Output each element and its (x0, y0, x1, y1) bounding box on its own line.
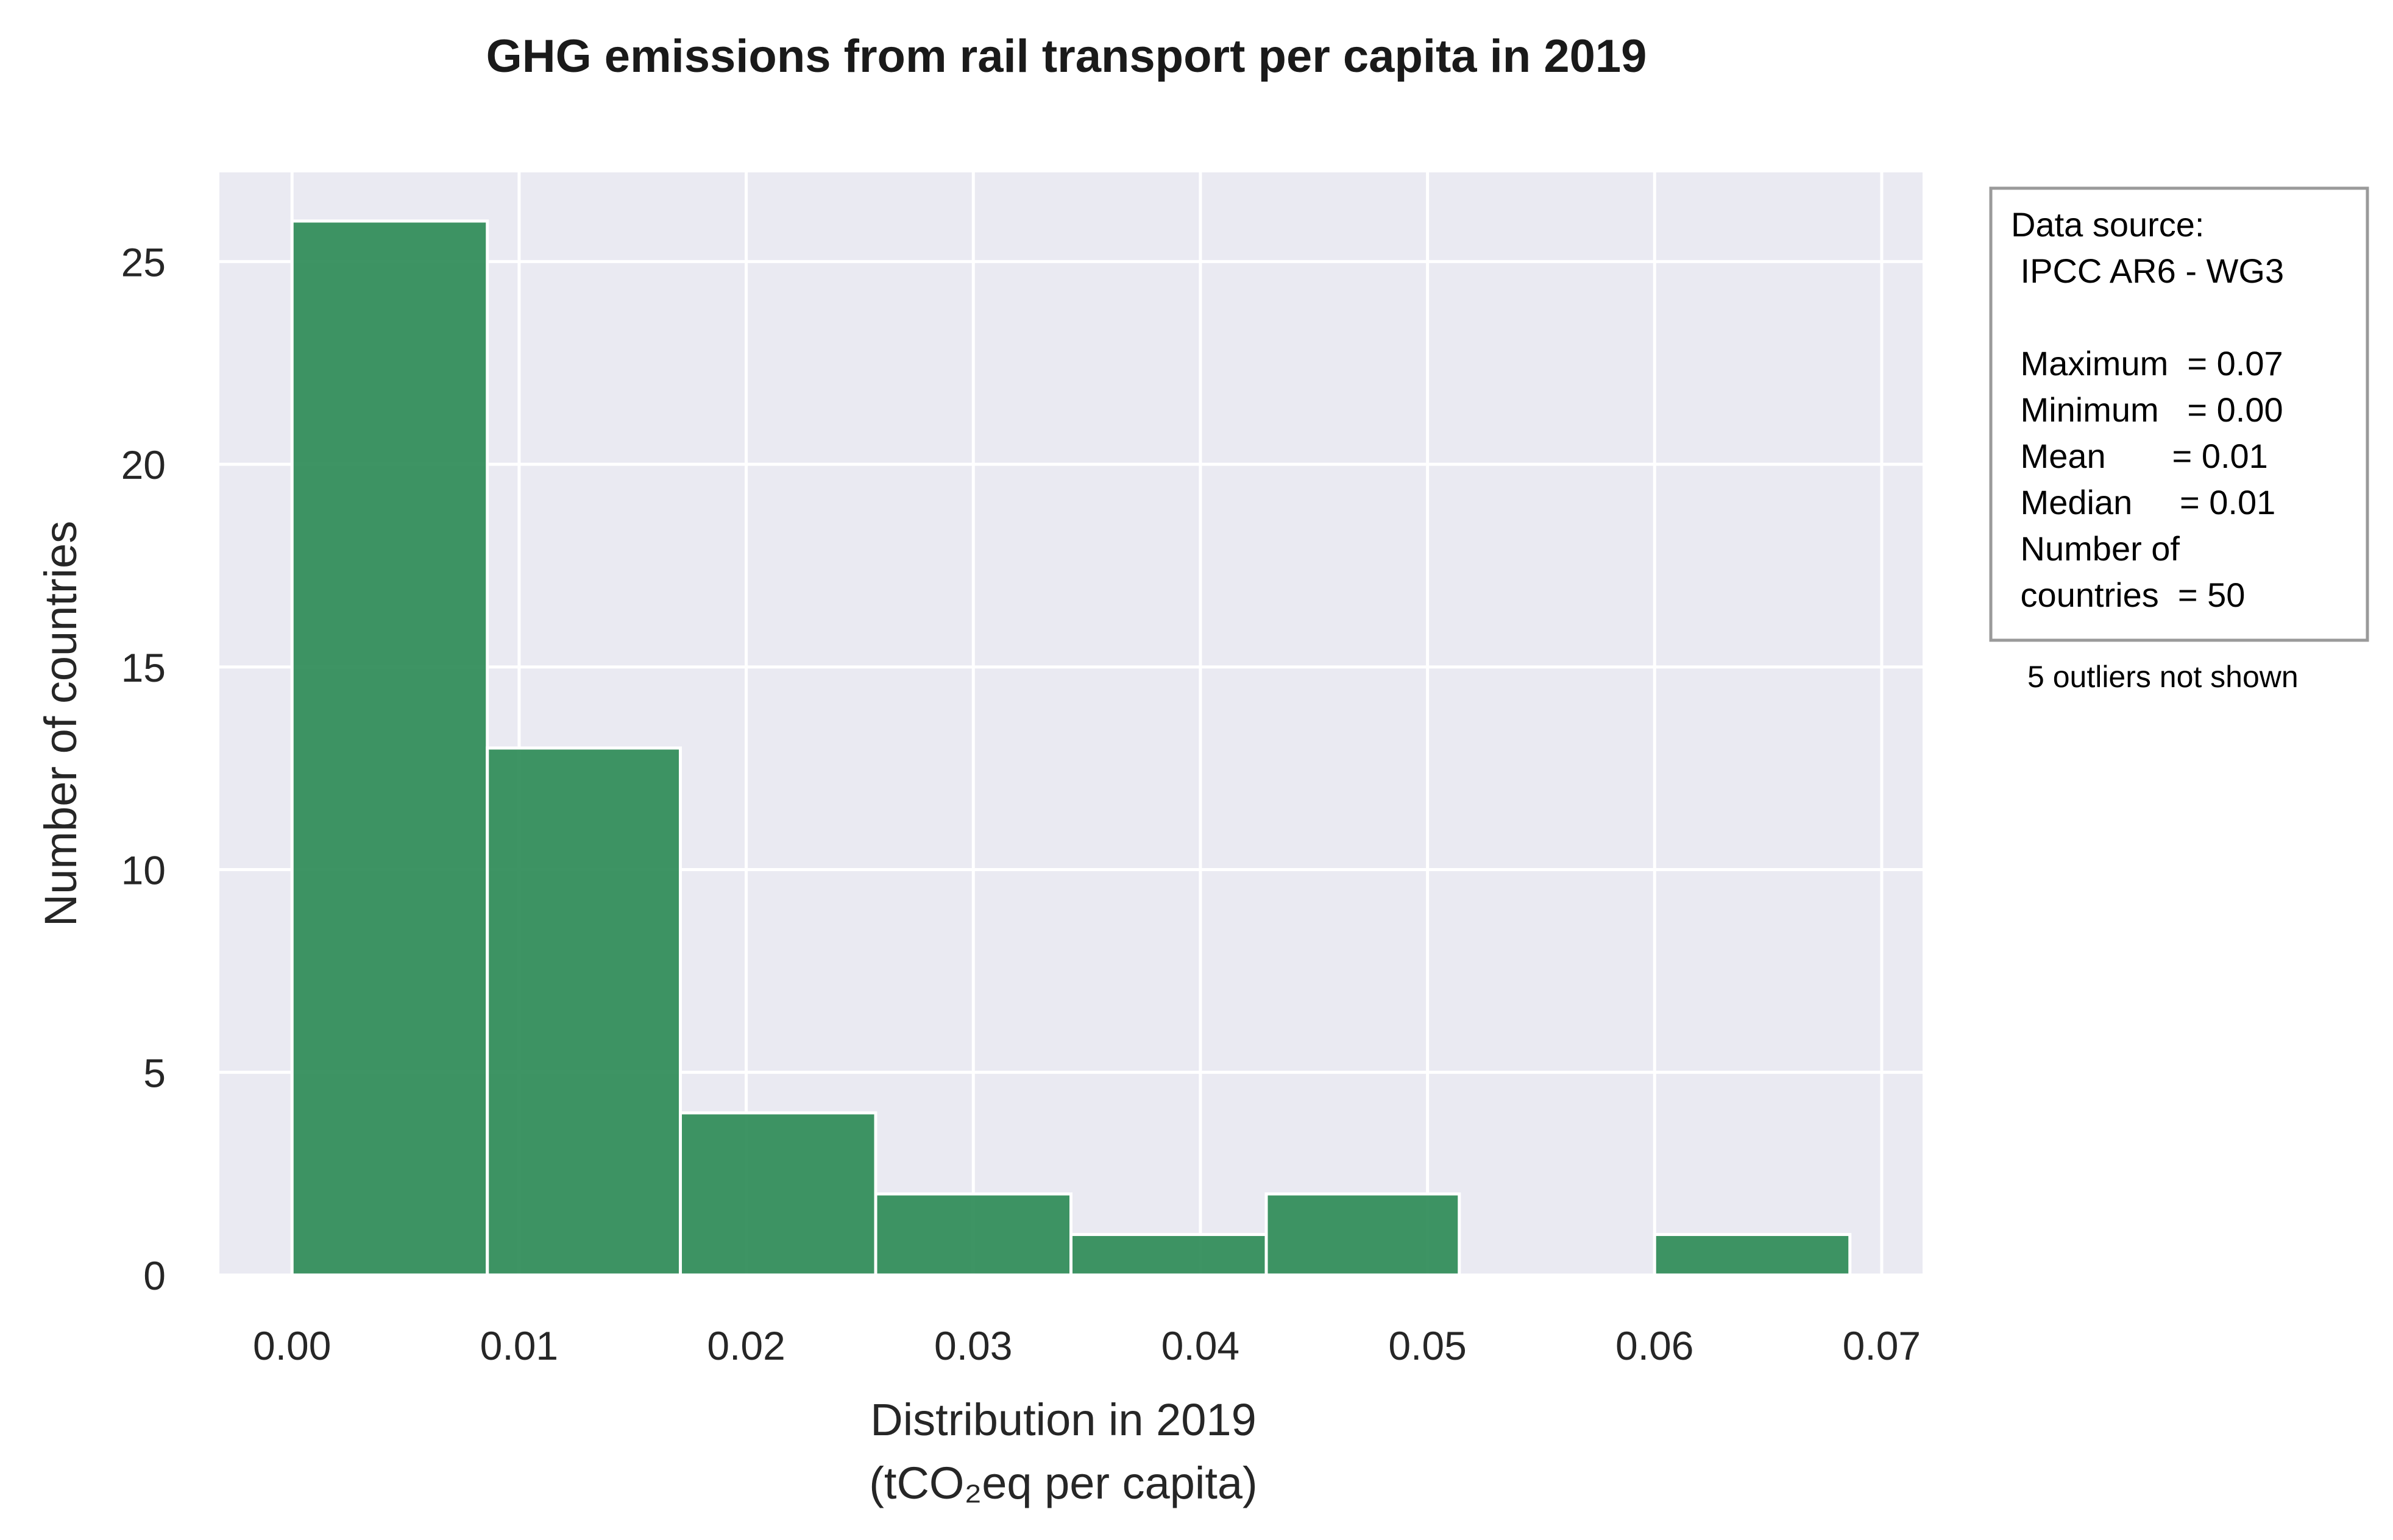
y-tick-label: 15 (121, 645, 166, 690)
y-axis-ticks: 0 5 10 15 20 25 (121, 239, 166, 1298)
info-box-line: Number of (2011, 529, 2180, 568)
histogram-bar (1069, 1232, 1268, 1277)
y-tick-label: 5 (143, 1050, 166, 1095)
histogram-bar (679, 1111, 877, 1277)
x-tick-label: 0.01 (480, 1323, 558, 1368)
x-tick-label: 0.03 (934, 1323, 1012, 1368)
info-box-line: Median = 0.01 (2011, 483, 2275, 521)
x-tick-label: 0.07 (1843, 1323, 1921, 1368)
x-tick-label: 0.06 (1615, 1323, 1693, 1368)
outliers-note: 5 outliers not shown (2027, 660, 2299, 694)
info-box-line: Maximum = 0.07 (2011, 344, 2283, 383)
histogram-bar (486, 746, 682, 1277)
y-tick-label: 0 (143, 1253, 166, 1298)
x-tick-label: 0.00 (253, 1323, 331, 1368)
chart-title: GHG emissions from rail transport per ca… (486, 30, 1647, 82)
histogram-bar (1653, 1232, 1852, 1277)
y-tick-label: 10 (121, 848, 166, 893)
x-axis-label-line2: (tCO₂eq per capita) (869, 1458, 1257, 1508)
info-box-line: Minimum = 0.00 (2011, 390, 2283, 429)
x-axis-ticks: 0.00 0.01 0.02 0.03 0.04 0.05 0.06 0.07 (253, 1323, 1921, 1368)
info-box-text: Data source: IPCC AR6 - WG3 Maximum = 0.… (2011, 205, 2284, 614)
x-axis-label-line1: Distribution in 2019 (870, 1394, 1256, 1445)
histogram-bar (290, 219, 489, 1277)
info-box-line: IPCC AR6 - WG3 (2011, 252, 2284, 290)
y-axis-label: Number of countries (35, 521, 86, 927)
x-tick-label: 0.02 (707, 1323, 785, 1368)
histogram-bar (1264, 1192, 1461, 1277)
info-box (1989, 186, 2369, 642)
histogram-bars (290, 219, 1852, 1277)
x-tick-label: 0.05 (1388, 1323, 1466, 1368)
info-box-line: Mean = 0.01 (2011, 437, 2268, 475)
info-box-line: countries = 50 (2011, 576, 2245, 614)
y-tick-label: 25 (121, 239, 166, 284)
info-box-line: Data source: (2011, 205, 2205, 244)
y-tick-label: 20 (121, 442, 166, 487)
histogram-bar (874, 1192, 1073, 1277)
x-tick-label: 0.04 (1161, 1323, 1239, 1368)
